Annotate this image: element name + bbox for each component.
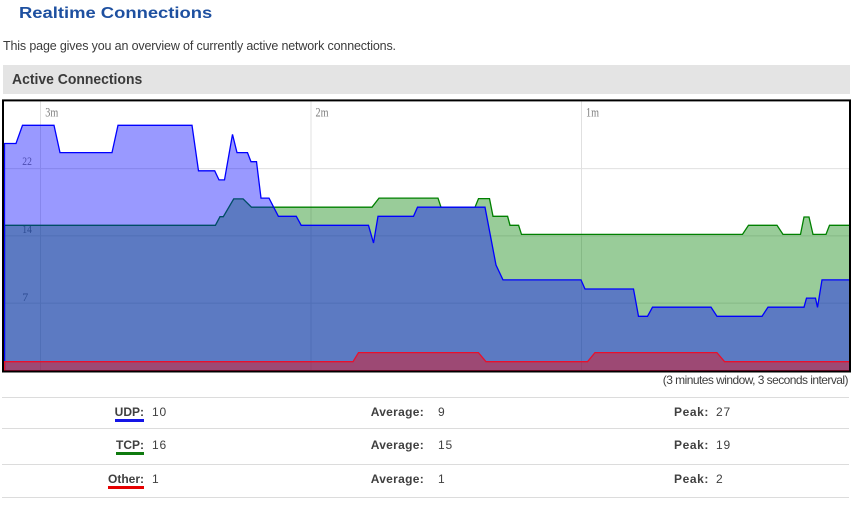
svg-text:3m: 3m bbox=[45, 105, 58, 119]
svg-text:7: 7 bbox=[22, 290, 28, 304]
svg-text:2m: 2m bbox=[316, 105, 329, 119]
svg-text:22: 22 bbox=[22, 154, 32, 168]
svg-text:14: 14 bbox=[22, 222, 32, 236]
svg-text:1m: 1m bbox=[586, 105, 599, 119]
